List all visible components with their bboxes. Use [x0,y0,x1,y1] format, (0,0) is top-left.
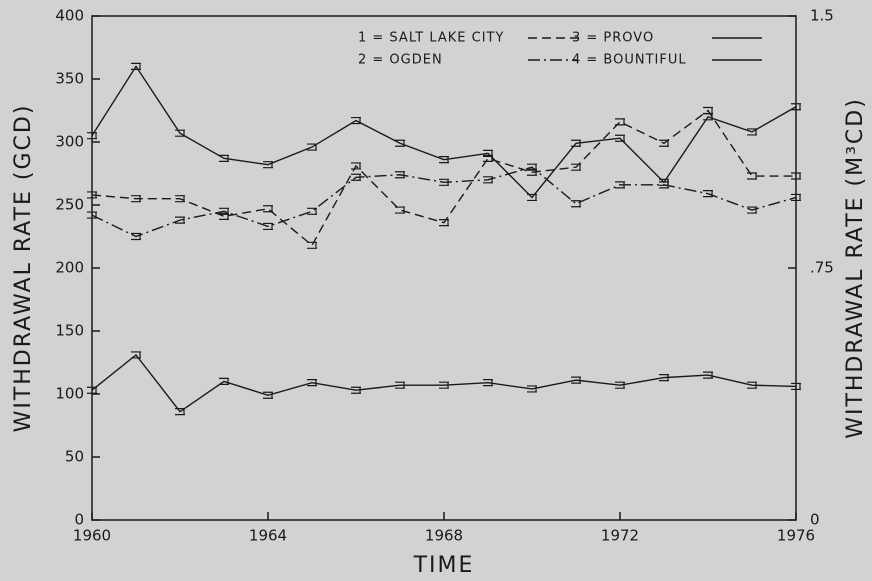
point-marker [263,205,273,213]
point-marker [439,381,449,389]
point-marker [307,207,317,215]
point-marker [351,116,361,125]
point-marker [263,161,273,169]
point-marker [703,371,713,379]
y-tick-label: 150 [55,322,84,340]
point-marker [659,139,669,147]
x-axis-label: TIME [413,553,475,578]
point-marker [351,173,361,181]
plot-frame [91,15,797,521]
point-marker [87,191,97,199]
point-marker [571,139,581,147]
series-line [91,109,796,247]
y-tick-label: 200 [55,259,84,277]
point-marker [395,139,405,147]
point-marker [131,351,141,359]
point-marker [747,381,757,389]
point-marker [351,386,361,394]
point-marker [571,200,581,208]
point-marker [351,162,361,170]
y-tick-label: 0 [74,511,84,529]
point-marker [175,408,185,416]
point-marker [439,219,449,227]
y2-tick-label: 1.5 [810,7,834,25]
point-marker [483,176,493,184]
legend-label: 2 = OGDEN [358,53,443,68]
point-marker [615,134,625,142]
x-tick-label: 1964 [249,527,287,545]
y2-axis-label: WITHDRAWAL RATE (M³CD) [843,97,868,439]
point-marker [703,113,713,121]
point-marker [483,379,493,387]
point-marker [131,195,141,203]
legend-label: 4 = BOUNTIFUL [572,53,687,68]
point-marker [659,374,669,382]
point-marker [87,386,97,394]
point-marker [747,172,757,180]
point-marker [395,171,405,179]
legend-label: 3 = PROVO [572,31,654,46]
point-marker [219,154,229,162]
point-marker [791,193,801,202]
series-line [91,166,797,238]
y-tick-label: 350 [55,70,84,88]
point-marker [791,382,801,391]
point-marker [527,163,537,171]
point-marker [439,156,449,164]
point-marker [747,128,757,136]
point-marker [307,241,317,249]
x-tick-label: 1972 [601,527,639,545]
x-tick-label: 1976 [777,527,815,545]
point-marker [87,132,97,140]
point-marker [175,129,185,137]
point-marker [307,143,317,151]
point-marker [527,385,537,393]
point-marker [615,181,625,189]
y-tick-label: 400 [55,7,84,25]
point-marker [219,377,229,385]
x-tick-label: 1960 [73,527,111,545]
point-marker [615,118,625,126]
series-line [91,65,797,199]
y-axis-label: WITHDRAWAL RATE (GCD) [11,104,36,433]
point-marker [395,206,405,214]
point-marker [659,178,669,186]
x-tick-label: 1968 [425,527,463,545]
y2-tick-label: 0 [810,511,820,529]
point-marker [483,149,493,157]
point-marker [747,206,757,214]
y-tick-label: 50 [65,448,84,466]
point-marker [703,190,713,198]
point-marker [615,381,625,389]
point-marker [175,195,185,203]
point-marker [395,381,405,389]
point-marker [175,216,185,224]
point-marker [219,207,229,215]
point-marker [571,376,581,384]
point-marker [439,178,449,186]
y2-tick-label: .75 [810,259,834,277]
point-marker [87,211,97,219]
point-marker [791,172,801,180]
y-tick-label: 300 [55,133,84,151]
point-marker [131,232,141,241]
legend-label: 1 = SALT LAKE CITY [358,31,504,46]
point-marker [263,222,273,231]
y-tick-label: 100 [55,385,84,403]
point-marker [571,163,581,171]
point-marker [263,391,273,399]
point-marker [307,379,317,387]
series-line [91,353,797,413]
point-marker [131,62,141,70]
point-marker [791,103,801,111]
y-tick-label: 250 [55,196,84,214]
point-marker [527,193,537,202]
